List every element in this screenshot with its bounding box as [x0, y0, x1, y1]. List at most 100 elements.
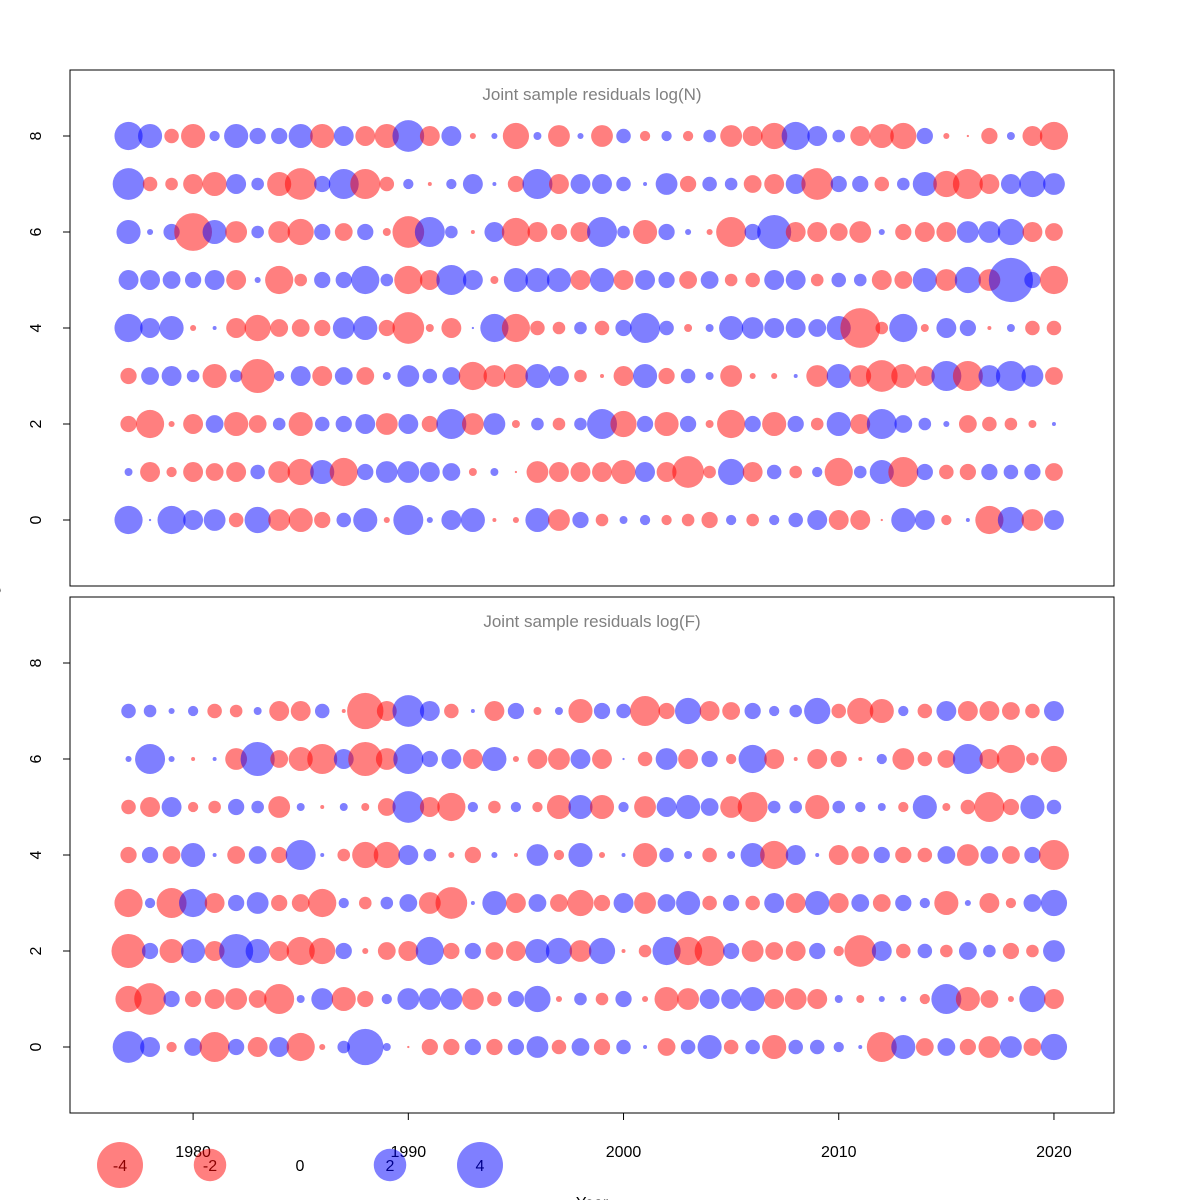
- residual-bubble: [307, 744, 338, 774]
- residual-bubble: [329, 457, 358, 487]
- residual-bubble: [610, 410, 637, 438]
- residual-bubble: [588, 937, 616, 965]
- residual-bubble: [186, 369, 200, 383]
- residual-bubble: [615, 990, 632, 1008]
- residual-bubble: [399, 894, 418, 912]
- residual-bubble: [657, 1038, 676, 1056]
- residual-bubble: [187, 705, 199, 717]
- residual-bubble: [382, 228, 391, 236]
- residual-bubble: [891, 507, 916, 533]
- residual-bubble: [548, 125, 570, 147]
- residual-bubble: [853, 273, 867, 287]
- residual-bubble: [157, 505, 186, 535]
- residual-bubble: [828, 845, 849, 865]
- residual-bubble: [503, 363, 528, 389]
- residual-bubble: [856, 995, 865, 1003]
- residual-bubble: [254, 276, 261, 284]
- residual-bubble: [979, 893, 1000, 913]
- residual-bubble: [917, 847, 933, 863]
- residual-bubble: [374, 123, 399, 149]
- residual-bubble: [760, 840, 789, 870]
- residual-bubble: [912, 794, 937, 820]
- residual-bubble: [1006, 132, 1015, 140]
- residual-bubble: [183, 462, 204, 482]
- residual-bubble: [721, 989, 742, 1009]
- residual-bubble: [226, 462, 247, 482]
- residual-bubble: [1043, 701, 1064, 721]
- residual-bubble: [308, 888, 337, 918]
- residual-bubble: [720, 796, 743, 818]
- residual-bubble: [484, 701, 505, 721]
- residual-bubble: [502, 122, 530, 150]
- residual-bubble: [320, 805, 325, 809]
- legend-bubble: [97, 1142, 143, 1188]
- residual-bubble: [552, 417, 566, 431]
- residual-bubble: [741, 317, 764, 339]
- residual-bubble: [898, 705, 909, 717]
- residual-bubble: [785, 174, 806, 194]
- residual-bubble: [548, 748, 570, 770]
- residual-bubble: [268, 461, 291, 483]
- x-axis-label: Year: [576, 1195, 609, 1200]
- x-tick-label: 2000: [606, 1144, 642, 1161]
- residual-bubble: [954, 266, 981, 294]
- residual-bubble: [528, 894, 547, 912]
- residual-bubble: [1025, 703, 1040, 719]
- residual-bubble: [288, 123, 313, 149]
- residual-bubble: [251, 800, 264, 814]
- residual-bubble: [555, 995, 563, 1003]
- residual-bubble: [355, 126, 376, 146]
- residual-bubble: [507, 702, 525, 720]
- residual-bubble: [271, 846, 288, 864]
- residual-bubble: [332, 317, 355, 339]
- residual-bubble: [337, 1040, 351, 1054]
- residual-bubble: [336, 512, 352, 528]
- residual-bubble: [124, 468, 133, 476]
- residual-bubble: [869, 123, 894, 149]
- residual-bubble: [333, 126, 354, 146]
- residual-bubble: [291, 319, 310, 337]
- residual-bubble: [1046, 799, 1062, 815]
- residual-bubble: [1024, 463, 1041, 481]
- residual-bubble: [397, 461, 420, 483]
- residual-bubble: [1040, 889, 1068, 917]
- residual-bubble: [1045, 223, 1063, 241]
- residual-bubble: [656, 462, 677, 482]
- residual-bubble: [1039, 265, 1069, 295]
- residual-bubble: [240, 358, 275, 394]
- residual-bubble: [570, 222, 591, 242]
- residual-bubble: [224, 123, 249, 149]
- residual-bubble: [937, 846, 956, 864]
- residual-bubble: [764, 174, 785, 194]
- residual-bubble: [1024, 271, 1041, 289]
- residual-bubble: [228, 512, 244, 528]
- residual-bubble: [850, 510, 871, 530]
- residual-bubble: [250, 464, 265, 480]
- residual-bubble: [937, 750, 956, 768]
- y-tick-label: 4: [28, 323, 45, 332]
- residual-bubble: [1002, 942, 1020, 960]
- residual-bubble: [574, 992, 587, 1006]
- residual-bubble: [181, 842, 206, 868]
- residual-bubble: [357, 463, 374, 481]
- residual-bubble: [1039, 121, 1069, 151]
- residual-bubble: [554, 707, 563, 715]
- residual-bubble: [551, 1039, 567, 1055]
- residual-bubble: [809, 942, 826, 960]
- residual-bubble: [703, 129, 716, 143]
- residual-bubble: [981, 127, 998, 145]
- residual-bubble: [618, 801, 629, 813]
- residual-bubble: [162, 271, 181, 289]
- residual-bubble: [658, 702, 675, 720]
- residual-bubble: [978, 365, 1001, 387]
- residual-bubble: [737, 792, 768, 822]
- residual-bubble: [1022, 222, 1043, 242]
- residual-bubble: [441, 510, 462, 530]
- residual-bubble: [436, 409, 467, 439]
- residual-bubble: [674, 936, 703, 966]
- residual-bubble: [444, 703, 459, 719]
- legend-label: 4: [476, 1158, 485, 1175]
- residual-bubble: [858, 757, 863, 761]
- residual-bubble: [781, 121, 810, 151]
- residual-bubble: [577, 132, 584, 140]
